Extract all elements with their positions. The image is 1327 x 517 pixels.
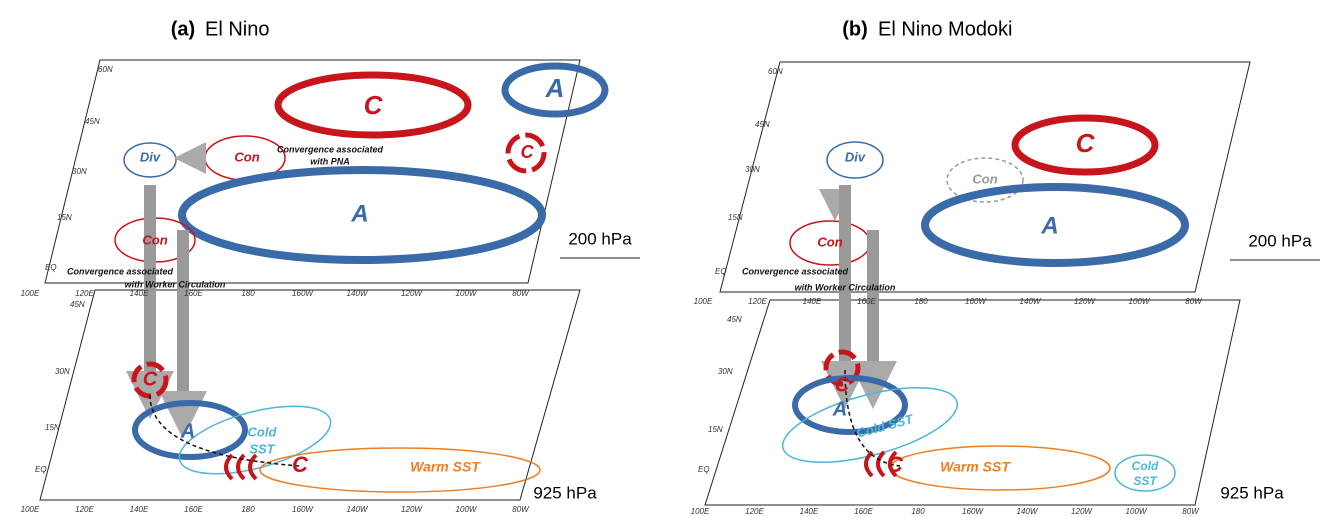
annotation: Con: [142, 232, 167, 247]
lon-label: 160E: [854, 507, 873, 516]
annotation: Cold: [1132, 459, 1159, 473]
lat-label: EQ: [45, 263, 57, 272]
annotation: SST: [1133, 474, 1158, 488]
lat-label: 30N: [55, 367, 70, 376]
lon-label: 140E: [130, 289, 149, 298]
lon-label: 120E: [748, 297, 767, 306]
lon-label: 140E: [803, 297, 822, 306]
lat-label: 45N: [85, 117, 100, 126]
lon-label: 180: [911, 507, 925, 516]
annotation: C: [364, 90, 384, 120]
lon-label: 160E: [184, 289, 203, 298]
annotation: C: [292, 452, 309, 477]
panel-label: (a): [171, 18, 195, 40]
annotation: Warm SST: [940, 459, 1011, 475]
plane-lower: [40, 290, 580, 500]
lon-label: 180: [241, 289, 255, 298]
lon-label: 140W: [347, 289, 369, 298]
pressure-level: 200 hPa: [1248, 231, 1312, 250]
lon-label: 100E: [694, 297, 713, 306]
annotation: Convergence associated: [277, 144, 384, 154]
lon-label: 80W: [512, 505, 530, 514]
annotation: A: [180, 420, 195, 442]
annotation: Warm SST: [410, 459, 481, 475]
lon-label: 120W: [1071, 507, 1093, 516]
annotation: C: [1076, 128, 1096, 158]
lat-label: 45N: [70, 300, 85, 309]
lat-label: 30N: [718, 367, 733, 376]
lat-label: 15N: [728, 213, 743, 222]
annotation: A: [545, 73, 565, 103]
lon-label: 100E: [691, 507, 710, 516]
lat-label: 45N: [727, 315, 742, 324]
annotation: A: [832, 398, 847, 420]
lon-label: 100E: [21, 505, 40, 514]
lat-label: 15N: [708, 425, 723, 434]
lon-label: 140W: [347, 505, 369, 514]
lon-label: 160E: [184, 505, 203, 514]
lon-label: 100W: [1129, 297, 1151, 306]
lat-label: EQ: [715, 267, 727, 276]
lon-label: 160E: [857, 297, 876, 306]
panel-title: El Nino: [205, 18, 269, 40]
lat-label: 30N: [72, 167, 87, 176]
annotation: Con: [234, 149, 259, 164]
pressure-level: 925 hPa: [1220, 483, 1284, 502]
lon-label: 120W: [401, 505, 423, 514]
annotation: Cold: [248, 424, 278, 439]
lon-label: 140W: [1017, 507, 1039, 516]
annotation: C: [887, 452, 904, 477]
pressure-level: 200 hPa: [568, 229, 632, 248]
lat-label: EQ: [35, 465, 47, 474]
lon-label: 100E: [21, 289, 40, 298]
lon-label: 140W: [1020, 297, 1042, 306]
annotation: C: [521, 142, 535, 162]
panel-label: (b): [842, 18, 868, 40]
lon-label: 80W: [512, 289, 530, 298]
lon-label: 80W: [1182, 507, 1200, 516]
lon-label: 180: [241, 505, 255, 514]
lon-label: 160W: [292, 505, 314, 514]
annotation: Con: [972, 171, 997, 186]
annotation: Con: [817, 234, 842, 249]
lon-label: 120E: [75, 505, 94, 514]
annotation: A: [1040, 212, 1058, 239]
lon-label: 160W: [962, 507, 984, 516]
annotation: Div: [140, 149, 161, 164]
annotation: C: [835, 374, 850, 396]
annotation: SST: [249, 441, 275, 456]
lon-label: 180: [914, 297, 928, 306]
annotation: Convergence associated: [742, 266, 849, 276]
lon-label: 80W: [1185, 297, 1203, 306]
lat-label: 60N: [98, 65, 113, 74]
lat-label: EQ: [698, 465, 710, 474]
lon-label: 120W: [1074, 297, 1096, 306]
lat-label: 15N: [57, 213, 72, 222]
lon-label: 120E: [75, 289, 94, 298]
annotation: Convergence associated: [67, 266, 174, 276]
lat-label: 15N: [45, 423, 60, 432]
lon-label: 160W: [292, 289, 314, 298]
lon-label: 100W: [456, 289, 478, 298]
annotation: A: [350, 200, 368, 227]
lon-label: 100W: [456, 505, 478, 514]
annotation: Div: [845, 149, 866, 164]
annotation: C: [143, 368, 158, 390]
lon-label: 140E: [130, 505, 149, 514]
pressure-level: 925 hPa: [533, 483, 597, 502]
lat-label: 30N: [745, 165, 760, 174]
lon-label: 140E: [800, 507, 819, 516]
lon-label: 120E: [745, 507, 764, 516]
lat-label: 60N: [768, 67, 783, 76]
lon-label: 160W: [965, 297, 987, 306]
lon-label: 120W: [401, 289, 423, 298]
annotation: with PNA: [310, 156, 350, 166]
lon-label: 100W: [1126, 507, 1148, 516]
annotation: with Worker Circulation: [125, 279, 226, 289]
diagram: (a) El Nino 60N 45N 30N 15N EQ 100E 120E 140E 160E…: [0, 0, 1327, 517]
panel-title: El Nino Modoki: [878, 18, 1013, 40]
annotation: with Worker Circulation: [795, 282, 896, 292]
lat-label: 45N: [755, 120, 770, 129]
